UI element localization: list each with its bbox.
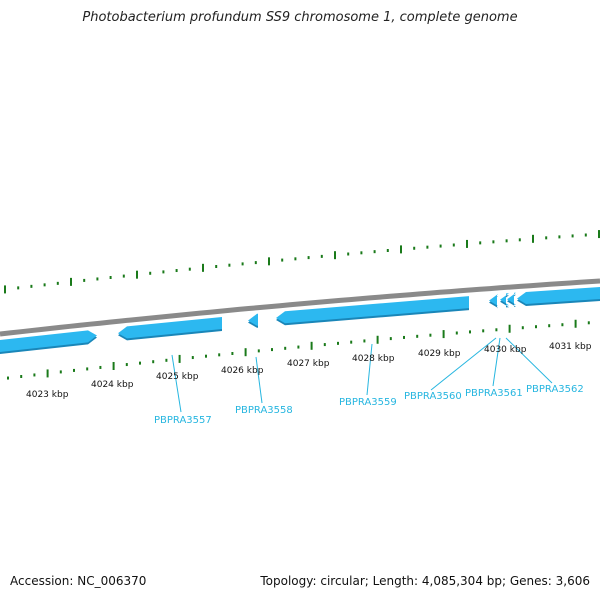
gene-label[interactable]: PBPRA3562	[526, 384, 584, 395]
leader-line	[171, 354, 182, 413]
axis-label: 4030 kbp	[484, 345, 527, 355]
axis-label: 4023 kbp	[26, 390, 69, 400]
gene-body	[248, 313, 258, 326]
leader-line	[366, 343, 373, 396]
axis-label: 4031 kbp	[549, 342, 592, 352]
inner-tick-ring	[7, 319, 590, 380]
gene-label[interactable]: PBPRA3559	[339, 397, 397, 408]
gene-label[interactable]: PBPRA3561	[465, 388, 523, 399]
gene-arrow-right-edge[interactable]	[517, 287, 600, 306]
gene-label[interactable]: PBPRA3557	[154, 415, 212, 426]
leader-line	[255, 356, 263, 404]
map-title: Photobacterium profundum SS9 chromosome …	[82, 10, 518, 25]
gene-arrow-pbpra3558[interactable]	[248, 313, 258, 328]
gene-body	[118, 317, 222, 339]
outer-tick-ring	[4, 230, 600, 294]
gene-label[interactable]: PBPRA3558	[235, 405, 293, 416]
gene-arrow-pbpra3562[interactable]	[507, 292, 516, 307]
gene-arrow-left-edge[interactable]	[0, 330, 97, 354]
leader-line	[430, 337, 497, 391]
gene-body	[507, 292, 516, 305]
chromosome-backbone	[0, 278, 600, 337]
axis-label: 4024 kbp	[91, 380, 134, 390]
axis-labels: 4023 kbp 4024 kbp 4025 kbp 4026 kbp 4027…	[26, 342, 592, 400]
gene-label[interactable]: PBPRA3560	[404, 391, 462, 402]
genome-summary-text: Topology: circular; Length: 4,085,304 bp…	[260, 574, 590, 588]
gene-arrow-pbpra3561[interactable]	[500, 293, 509, 308]
gene-body	[489, 294, 498, 307]
gene-track	[0, 287, 600, 354]
gene-body	[500, 293, 509, 306]
gene-arrow-pbpra3557[interactable]	[118, 317, 222, 341]
leader-line	[492, 337, 501, 387]
gene-leader-lines	[171, 337, 553, 413]
leader-line	[505, 337, 553, 384]
axis-label: 4025 kbp	[156, 372, 199, 382]
gene-labels: PBPRA3557 PBPRA3558 PBPRA3559 PBPRA3560 …	[154, 384, 584, 426]
axis-label: 4026 kbp	[221, 366, 264, 376]
gene-arrow-pbpra3560[interactable]	[489, 294, 498, 309]
axis-label: 4029 kbp	[418, 349, 461, 359]
gene-arrow-pbpra3559[interactable]	[276, 296, 469, 326]
axis-label: 4027 kbp	[287, 359, 330, 369]
gene-body	[0, 330, 97, 352]
axis-label: 4028 kbp	[352, 354, 395, 364]
accession-text: Accession: NC_006370	[10, 574, 147, 588]
gene-body	[517, 287, 600, 304]
gene-body	[276, 296, 469, 324]
